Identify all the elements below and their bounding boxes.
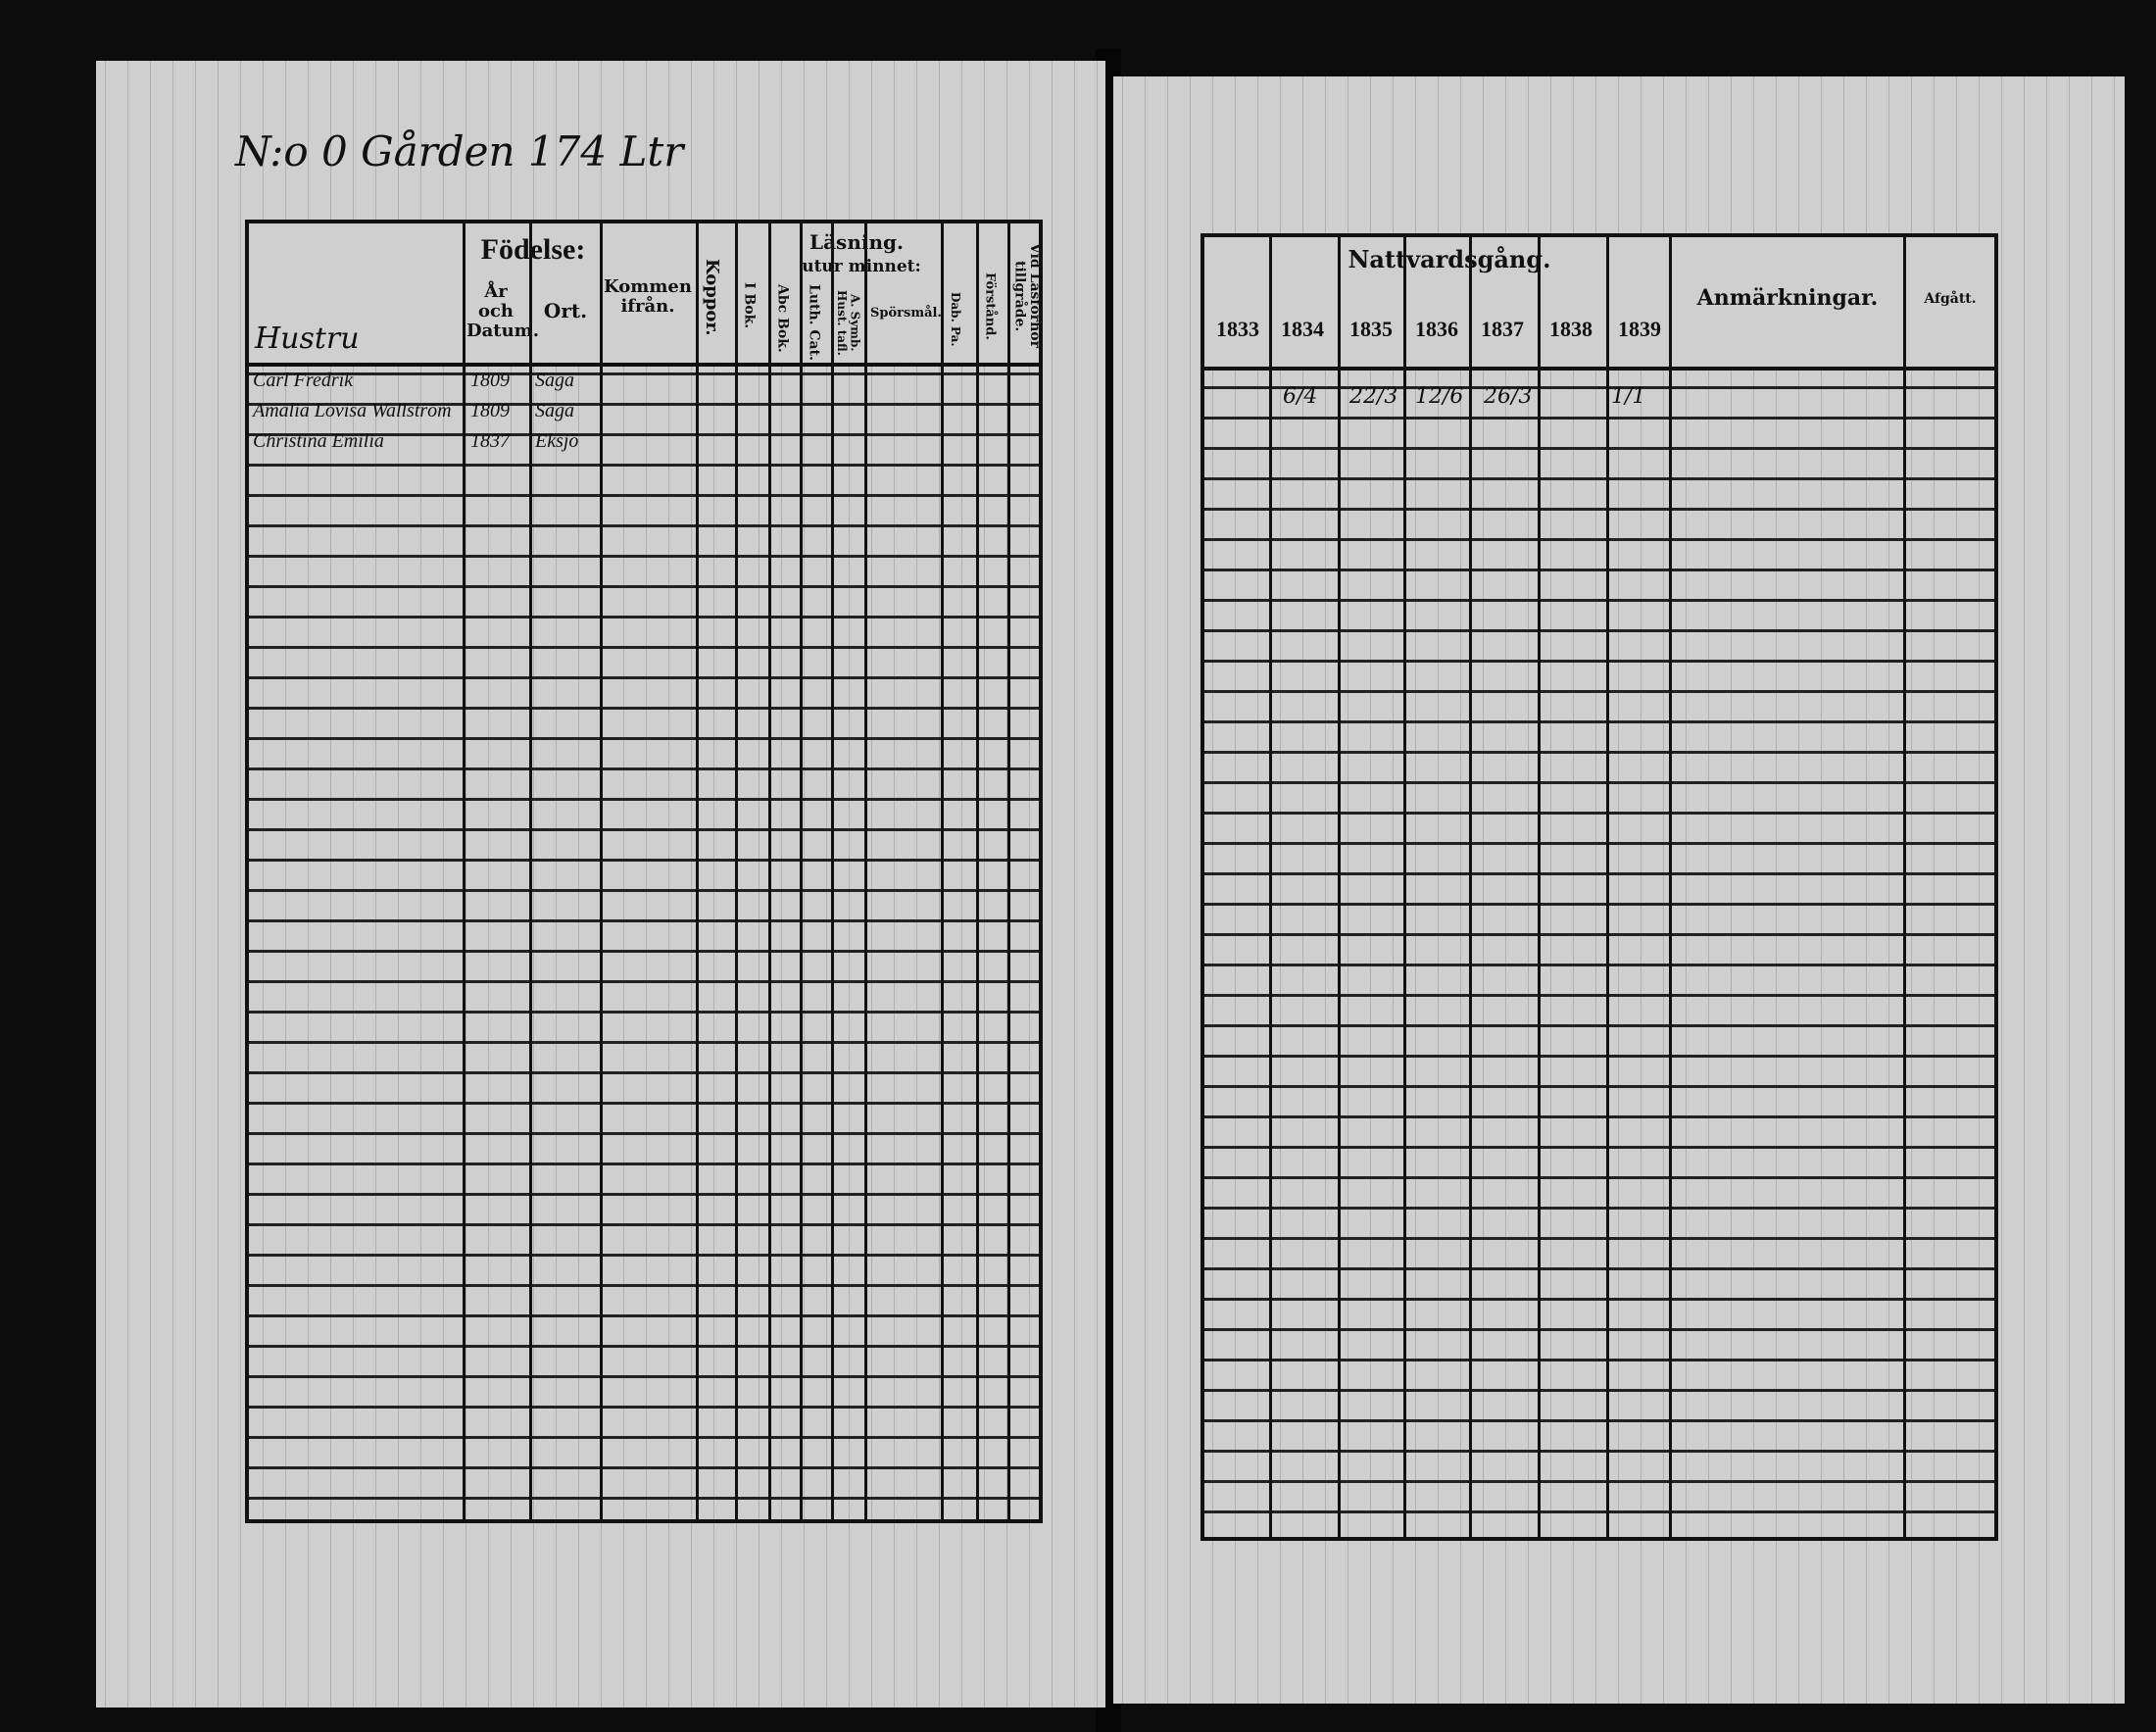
header-lasforhor: Vid Läsförhör tillgråde. [1011,243,1043,349]
entry-place: Saga [535,370,574,391]
column-divider [1903,237,1906,1537]
entry-year: 1809 [470,400,510,421]
entry-name: Amalia Lovisa Wallström [253,400,452,421]
header-fodelse: Födelse: [480,233,586,266]
column-divider [1338,237,1341,1537]
header-year: 1839 [1618,317,1661,341]
register-table-left: Födelse: År och Datum. Ort. Kommen ifrån… [245,220,1043,1523]
header-sporsmal: Spörsmål. [870,306,942,321]
communion-mark: 12/6 [1415,384,1464,409]
page-heading: N:o 0 Gården 174 Ltr [235,127,684,175]
header-anmarkningar: Anmärkningar. [1696,285,1879,311]
header-year: 1836 [1415,317,1458,341]
header-abc-bok: Abc Bok. [774,284,791,353]
communion-mark: 6/4 [1283,384,1318,409]
column-divider [976,223,979,1519]
table-header [249,223,1039,367]
entry-year: 1837 [470,430,510,452]
header-ort: Ort. [543,299,588,322]
header-lasning: Läsning. [809,230,904,254]
header-afgatt: Afgått. [1924,291,1977,307]
header-year: 1834 [1281,317,1324,341]
header-utur-minnet: utur minnet: [802,257,921,276]
column-divider [1669,237,1672,1537]
header-luth-cat: Luth. Cat. [806,284,822,361]
header-year: 1833 [1216,317,1259,341]
header-symb: A. Symb. Hust. tafl. [835,289,862,356]
header-name-column: Hustru [255,322,360,356]
column-divider [696,223,699,1519]
column-divider [1403,237,1406,1537]
header-year: 1838 [1549,317,1592,341]
column-divider [941,223,944,1519]
header-ar-datum: År och Datum. [466,281,539,341]
communion-mark: 26/3 [1484,384,1533,409]
header-forstand: Förstånd. [982,272,998,340]
header-dab: Dab. Pa. [949,292,963,347]
register-table-right: Nattvardsgång. Anmärkningar. Afgått. 183… [1200,233,1998,1541]
header-year: 1837 [1481,317,1524,341]
entry-name: Christina Emilia [253,430,384,452]
column-divider [1606,237,1609,1537]
column-divider [800,223,803,1519]
entry-place: Saga [535,400,574,421]
header-kommen: Kommen ifrån. [604,276,692,317]
column-divider [1269,237,1272,1537]
communion-mark: 1/1 [1611,384,1646,409]
column-divider [768,223,771,1519]
header-nattvardsgang: Nattvardsgång. [1348,245,1551,273]
column-divider [1469,237,1472,1537]
column-divider [1538,237,1541,1537]
entry-year: 1809 [470,370,510,391]
column-divider [864,223,867,1519]
table-header [1204,237,1994,371]
column-divider [529,223,532,1519]
communion-mark: 22/3 [1349,384,1398,409]
entry-name: Carl Fredrik [253,370,354,391]
column-divider [600,223,603,1519]
header-i-bok: I Bok. [741,282,758,329]
entry-place: Eksjö [535,430,579,452]
column-divider [1007,223,1010,1519]
column-divider [463,223,466,1519]
header-year: 1835 [1349,317,1393,341]
column-divider [831,223,834,1519]
header-koppor: Koppor. [701,259,722,336]
column-divider [735,223,738,1519]
